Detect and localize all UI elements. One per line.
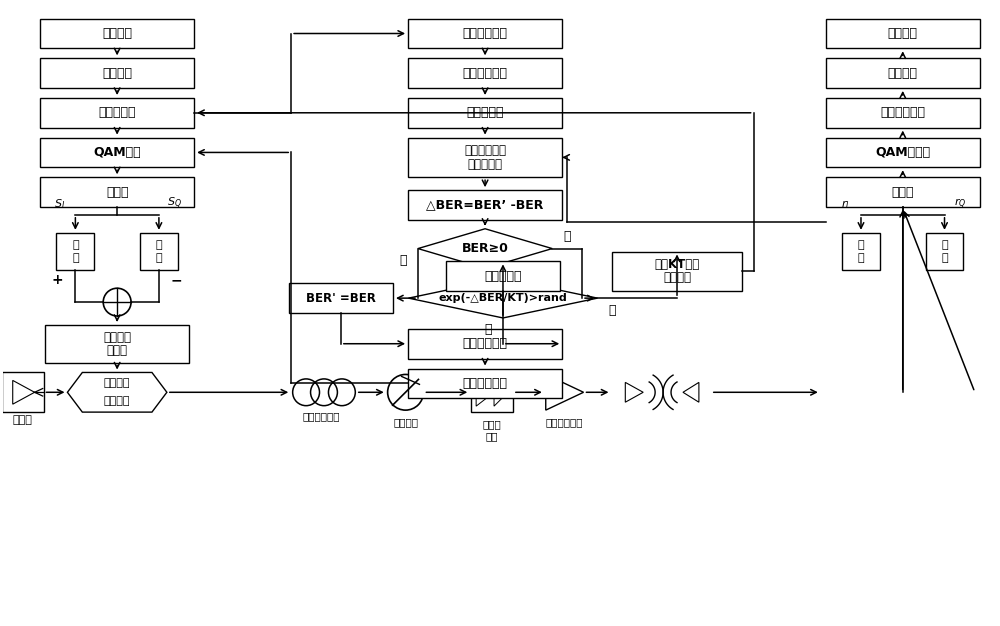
Text: 否: 否 bbox=[609, 304, 616, 317]
Text: 标准单模光纤: 标准单模光纤 bbox=[302, 411, 340, 421]
Text: 部: 部 bbox=[858, 253, 864, 263]
Text: 换器: 换器 bbox=[486, 431, 498, 441]
Polygon shape bbox=[683, 382, 699, 402]
Text: 实: 实 bbox=[858, 240, 864, 250]
Text: 减少KT重置: 减少KT重置 bbox=[654, 259, 700, 271]
FancyBboxPatch shape bbox=[2, 372, 44, 412]
Text: 光电转: 光电转 bbox=[483, 419, 501, 429]
FancyBboxPatch shape bbox=[408, 58, 562, 88]
Text: △BER=BER’ -BER: △BER=BER’ -BER bbox=[426, 198, 544, 212]
Text: QAM映射: QAM映射 bbox=[93, 146, 141, 159]
Text: 计算误码率: 计算误码率 bbox=[466, 106, 504, 120]
Text: 电功率放大器: 电功率放大器 bbox=[546, 417, 583, 427]
FancyBboxPatch shape bbox=[612, 252, 742, 291]
Text: 虚: 虚 bbox=[941, 240, 948, 250]
Text: 马赫增福: 马赫增福 bbox=[104, 378, 130, 388]
Text: 概率匹配器: 概率匹配器 bbox=[98, 106, 136, 120]
Text: $r_I$: $r_I$ bbox=[841, 198, 849, 211]
FancyBboxPatch shape bbox=[446, 262, 560, 291]
Text: 逆概率匹配器: 逆概率匹配器 bbox=[880, 106, 925, 120]
Text: BER≥0: BER≥0 bbox=[462, 242, 509, 255]
FancyBboxPatch shape bbox=[408, 19, 562, 48]
Polygon shape bbox=[625, 382, 643, 402]
FancyBboxPatch shape bbox=[408, 98, 562, 128]
Text: 部: 部 bbox=[72, 253, 79, 263]
Text: 达到迭代次数: 达到迭代次数 bbox=[463, 337, 508, 350]
Text: BER' =BER: BER' =BER bbox=[306, 292, 376, 305]
Text: 部: 部 bbox=[941, 253, 948, 263]
Polygon shape bbox=[418, 228, 552, 269]
Text: 设置概率分布: 设置概率分布 bbox=[463, 27, 508, 40]
Text: 输出迭代结果: 输出迭代结果 bbox=[463, 377, 508, 390]
FancyBboxPatch shape bbox=[826, 58, 980, 88]
FancyBboxPatch shape bbox=[926, 233, 963, 270]
FancyBboxPatch shape bbox=[40, 19, 194, 48]
Text: 保留原分布: 保留原分布 bbox=[484, 270, 522, 283]
Polygon shape bbox=[409, 279, 597, 318]
FancyBboxPatch shape bbox=[471, 372, 513, 412]
Text: 是: 是 bbox=[563, 230, 571, 243]
FancyBboxPatch shape bbox=[826, 177, 980, 207]
Text: $S_I$: $S_I$ bbox=[54, 197, 65, 211]
Text: 并串变换: 并串变换 bbox=[888, 66, 918, 80]
Text: 迭代次数: 迭代次数 bbox=[663, 272, 691, 284]
Text: 是: 是 bbox=[484, 324, 492, 336]
FancyBboxPatch shape bbox=[826, 98, 980, 128]
Text: $r_Q$: $r_Q$ bbox=[954, 197, 967, 211]
FancyBboxPatch shape bbox=[45, 325, 189, 362]
FancyBboxPatch shape bbox=[140, 233, 178, 270]
FancyBboxPatch shape bbox=[40, 58, 194, 88]
Text: 计算误码率: 计算误码率 bbox=[468, 158, 503, 170]
FancyBboxPatch shape bbox=[842, 233, 880, 270]
FancyBboxPatch shape bbox=[40, 177, 194, 207]
FancyBboxPatch shape bbox=[408, 190, 562, 220]
Text: +: + bbox=[52, 274, 63, 287]
Text: 虚: 虚 bbox=[156, 240, 162, 250]
Text: 上采样: 上采样 bbox=[106, 185, 128, 198]
FancyBboxPatch shape bbox=[408, 329, 562, 359]
FancyBboxPatch shape bbox=[40, 98, 194, 128]
Polygon shape bbox=[67, 372, 167, 412]
FancyBboxPatch shape bbox=[56, 233, 94, 270]
FancyBboxPatch shape bbox=[408, 138, 562, 177]
Text: −: − bbox=[171, 274, 183, 287]
Text: $S_Q$: $S_Q$ bbox=[167, 196, 182, 211]
Text: 实: 实 bbox=[72, 240, 79, 250]
FancyBboxPatch shape bbox=[40, 138, 194, 167]
Text: 数据输出: 数据输出 bbox=[888, 27, 918, 40]
Text: 否: 否 bbox=[399, 254, 407, 267]
Text: 光衰减器: 光衰减器 bbox=[393, 417, 418, 427]
Polygon shape bbox=[546, 374, 584, 410]
Text: 部: 部 bbox=[156, 253, 162, 263]
FancyBboxPatch shape bbox=[289, 284, 393, 313]
Text: 计算光纤信道: 计算光纤信道 bbox=[463, 66, 508, 80]
Text: 尔调制器: 尔调制器 bbox=[104, 396, 130, 406]
Text: 任意波形: 任意波形 bbox=[103, 331, 131, 344]
Text: 发生器: 发生器 bbox=[107, 344, 128, 356]
FancyBboxPatch shape bbox=[826, 138, 980, 167]
Text: 产生随机概率: 产生随机概率 bbox=[464, 144, 506, 157]
Text: 激光器: 激光器 bbox=[13, 415, 33, 425]
FancyBboxPatch shape bbox=[408, 369, 562, 398]
Text: exp(-△BER/KT)>rand: exp(-△BER/KT)>rand bbox=[439, 293, 567, 303]
Text: 串并变换: 串并变换 bbox=[102, 66, 132, 80]
Text: QAM解映射: QAM解映射 bbox=[875, 146, 930, 159]
FancyBboxPatch shape bbox=[826, 19, 980, 48]
Text: 下采样: 下采样 bbox=[892, 185, 914, 198]
Text: 数据输入: 数据输入 bbox=[102, 27, 132, 40]
